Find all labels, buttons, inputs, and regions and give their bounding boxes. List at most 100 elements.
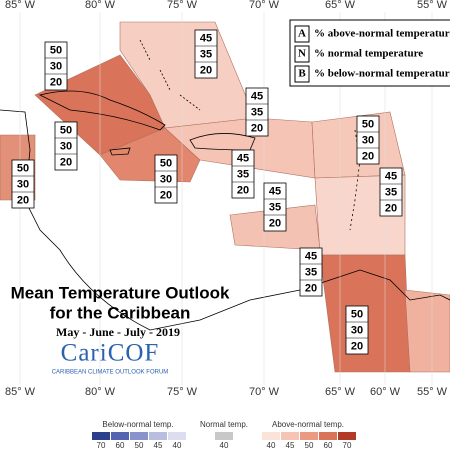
zone-value: 35 (269, 201, 281, 213)
zone-box: 45 35 20 (194, 29, 218, 79)
zone-value: 20 (351, 340, 363, 352)
scale-swatch (130, 432, 148, 440)
zone-value: 50 (160, 157, 172, 169)
zone-value: 50 (60, 124, 72, 136)
period: May - June - July - 2019 (56, 325, 180, 339)
scale-label: 45 (286, 441, 295, 450)
lon-label: 55° W (417, 0, 448, 11)
scale-label: 70 (97, 441, 106, 450)
title: for the Caribbean (50, 303, 191, 322)
zone-value: 50 (50, 44, 62, 56)
key-letter-box (294, 45, 310, 63)
zone-box-frame (379, 167, 403, 217)
cuba (38, 90, 166, 131)
zone-box-frame (194, 29, 218, 79)
key-text: % below-normal temperature (314, 68, 450, 80)
key-letter-box (294, 65, 310, 83)
zone-box-frame (263, 182, 287, 232)
scale-label: 60 (324, 441, 333, 450)
zone-value: 20 (50, 76, 62, 88)
zone-box: 50 30 20 (356, 115, 380, 165)
scale-label: 50 (135, 441, 144, 450)
zone-box: 45 35 20 (263, 182, 287, 232)
scale-swatch (262, 432, 280, 440)
scale-swatch (281, 432, 299, 440)
zone-value: 20 (200, 64, 212, 76)
zone-box: 50 30 20 (54, 121, 78, 171)
zone-value: 30 (60, 140, 72, 152)
zone-value: 20 (17, 194, 29, 206)
key-letter: A (298, 28, 306, 40)
zone-value: 35 (237, 168, 249, 180)
bahamas (139, 39, 201, 111)
zone-value: 20 (385, 202, 397, 214)
zone-value: 20 (160, 189, 172, 201)
zone-boxes: 50 30 20 45 35 20 50 30 20 50 30 20 45 35 20 50 30 20 50 30… (11, 29, 403, 355)
lon-label: 80° W (85, 386, 116, 398)
zone-value: 20 (60, 156, 72, 168)
key: A % above-normal temperature N % normal tem… (289, 19, 450, 87)
zone-value: 35 (200, 48, 212, 60)
lon-label: 85° W (5, 386, 36, 398)
scale-label: 60 (116, 441, 125, 450)
zone-value: 20 (305, 282, 317, 294)
scale-swatch (92, 432, 110, 440)
lon-label: 55° W (417, 386, 448, 398)
zone-value: 20 (362, 150, 374, 162)
zone-value: 45 (305, 250, 317, 262)
zone-value: 20 (251, 122, 263, 134)
scale-label: 40 (220, 441, 229, 450)
zone-box-frame (44, 41, 68, 91)
scale-title: Normal temp. (200, 420, 248, 429)
key-box (289, 19, 450, 87)
key-letter: B (298, 68, 306, 80)
scale-swatch (168, 432, 186, 440)
zone-box: 50 30 20 (44, 41, 68, 91)
lon-label: 65° W (325, 0, 356, 11)
scale-swatch (215, 432, 233, 440)
zone-box: 50 30 20 (345, 305, 369, 355)
logo-subtitle: CARIBBEAN CLIMATE OUTLOOK FORUM (52, 370, 169, 376)
zone-value: 30 (17, 178, 29, 190)
title: Mean Temperature Outlook (11, 283, 230, 302)
lon-label: 80° W (85, 0, 116, 11)
zone-box-frame (345, 305, 369, 355)
zone-box-frame (356, 115, 380, 165)
zone-box: 50 30 20 (154, 154, 178, 204)
lon-label: 65° W (325, 386, 356, 398)
zone-value: 35 (385, 186, 397, 198)
zone-value: 30 (362, 134, 374, 146)
zone-box-frame (231, 149, 255, 199)
lon-label: 75° W (167, 0, 198, 11)
title-block: Mean Temperature Outlook for the Caribbe… (11, 283, 230, 375)
zone-box: 45 35 20 (299, 247, 323, 297)
zone-value: 30 (160, 173, 172, 185)
hispaniola (189, 133, 256, 151)
zone-box: 45 35 20 (379, 167, 403, 217)
zone-value: 45 (200, 32, 212, 44)
scale-label: 45 (154, 441, 163, 450)
scale-title: Above-normal temp. (272, 420, 344, 429)
key-letter-box (294, 25, 310, 43)
logo: CariCOF (61, 340, 160, 367)
lon-label: 60° W (370, 386, 401, 398)
zone-value: 35 (305, 266, 317, 278)
zone-box-frame (245, 87, 269, 137)
zone-box-frame (54, 121, 78, 171)
key-text: % above-normal temperature (314, 28, 450, 40)
scale-swatch (149, 432, 167, 440)
scale-swatch (300, 432, 318, 440)
lon-label: 70° W (249, 0, 280, 11)
scale-label: 50 (305, 441, 314, 450)
zone-value: 45 (237, 152, 249, 164)
lon-label: 70° W (249, 386, 280, 398)
scale-swatch (338, 432, 356, 440)
jamaica (109, 147, 131, 156)
scale-label: 40 (173, 441, 182, 450)
zone-value: 45 (385, 170, 397, 182)
zone-value: 50 (362, 118, 374, 130)
zone-value: 50 (17, 162, 29, 174)
lon-label: 75° W (167, 386, 198, 398)
scale-label: 40 (267, 441, 276, 450)
